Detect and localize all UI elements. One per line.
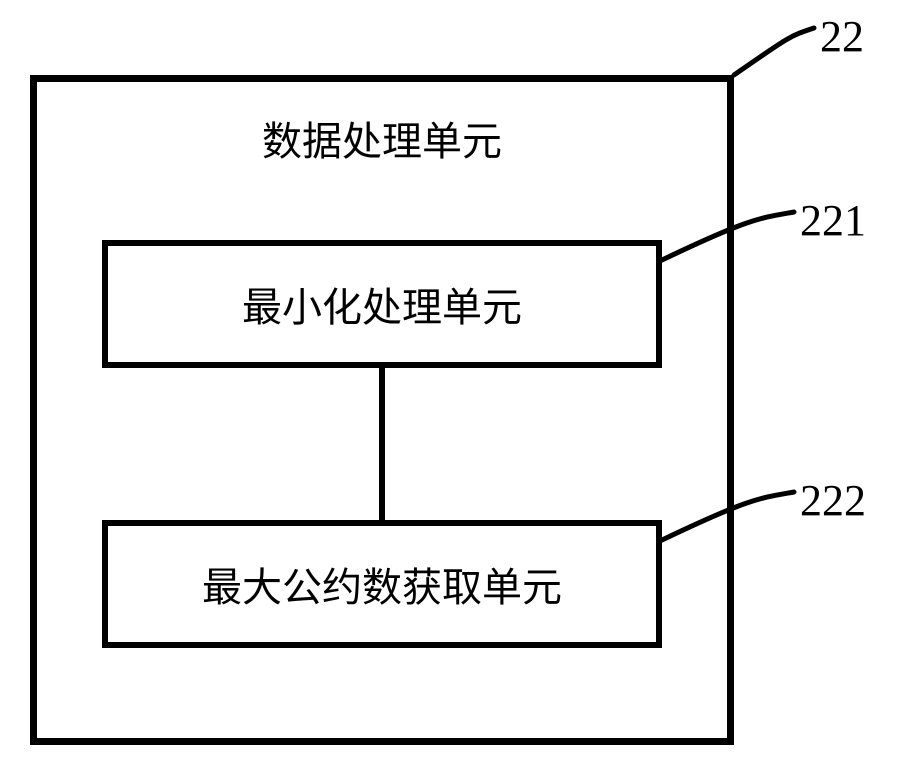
minimize-unit-box: 最小化处理单元 [102,240,662,368]
diagram-canvas: 数据处理单元 最小化处理单元 最大公约数获取单元 22 221 222 [0,0,904,783]
ref-number-221: 221 [800,195,866,246]
ref-number-outer: 22 [820,11,864,62]
outer-unit-title: 数据处理单元 [30,110,734,166]
gcd-unit-box: 最大公约数获取单元 [102,520,662,648]
minimize-unit-label: 最小化处理单元 [242,275,522,333]
gcd-unit-label: 最大公约数获取单元 [202,555,562,613]
ref-number-222: 222 [800,475,866,526]
